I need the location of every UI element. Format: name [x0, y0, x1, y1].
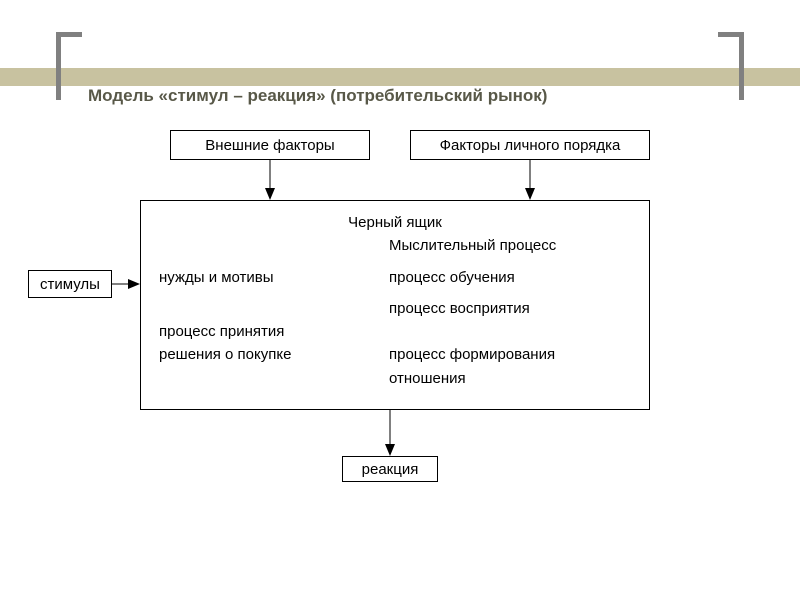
box-external-factors: Внешние факторы: [170, 130, 370, 160]
bb-learning: процесс обучения: [389, 266, 631, 289]
arrow-external-down: [264, 160, 276, 200]
blackbox-subtitle: Мыслительный процесс: [389, 234, 631, 257]
arrow-blackbox-down: [384, 410, 396, 456]
box-stimuli: стимулы: [28, 270, 112, 298]
arrow-personal-down: [524, 160, 536, 200]
bb-perception: процесс восприятия: [389, 297, 631, 320]
bb-formation2: отношения: [389, 367, 631, 390]
bb-decision1: процесс принятия: [159, 320, 389, 343]
blackbox-container: Черный ящик Мыслительный процесс нужды и…: [140, 200, 650, 410]
bracket-top-left: [56, 32, 82, 100]
page-title: Модель «стимул – реакция» (потребительск…: [88, 86, 547, 106]
bb-decision2: решения о покупке: [159, 343, 389, 366]
arrow-stimuli-right: [112, 278, 140, 290]
blackbox-title: Черный ящик: [159, 211, 631, 234]
box-reaction: реакция: [342, 456, 438, 482]
bb-formation1: процесс формирования: [389, 343, 631, 366]
decorative-band: [0, 68, 800, 86]
box-personal-factors: Факторы личного порядка: [410, 130, 650, 160]
bracket-top-right: [718, 32, 744, 100]
bb-needs: нужды и мотивы: [159, 266, 389, 289]
